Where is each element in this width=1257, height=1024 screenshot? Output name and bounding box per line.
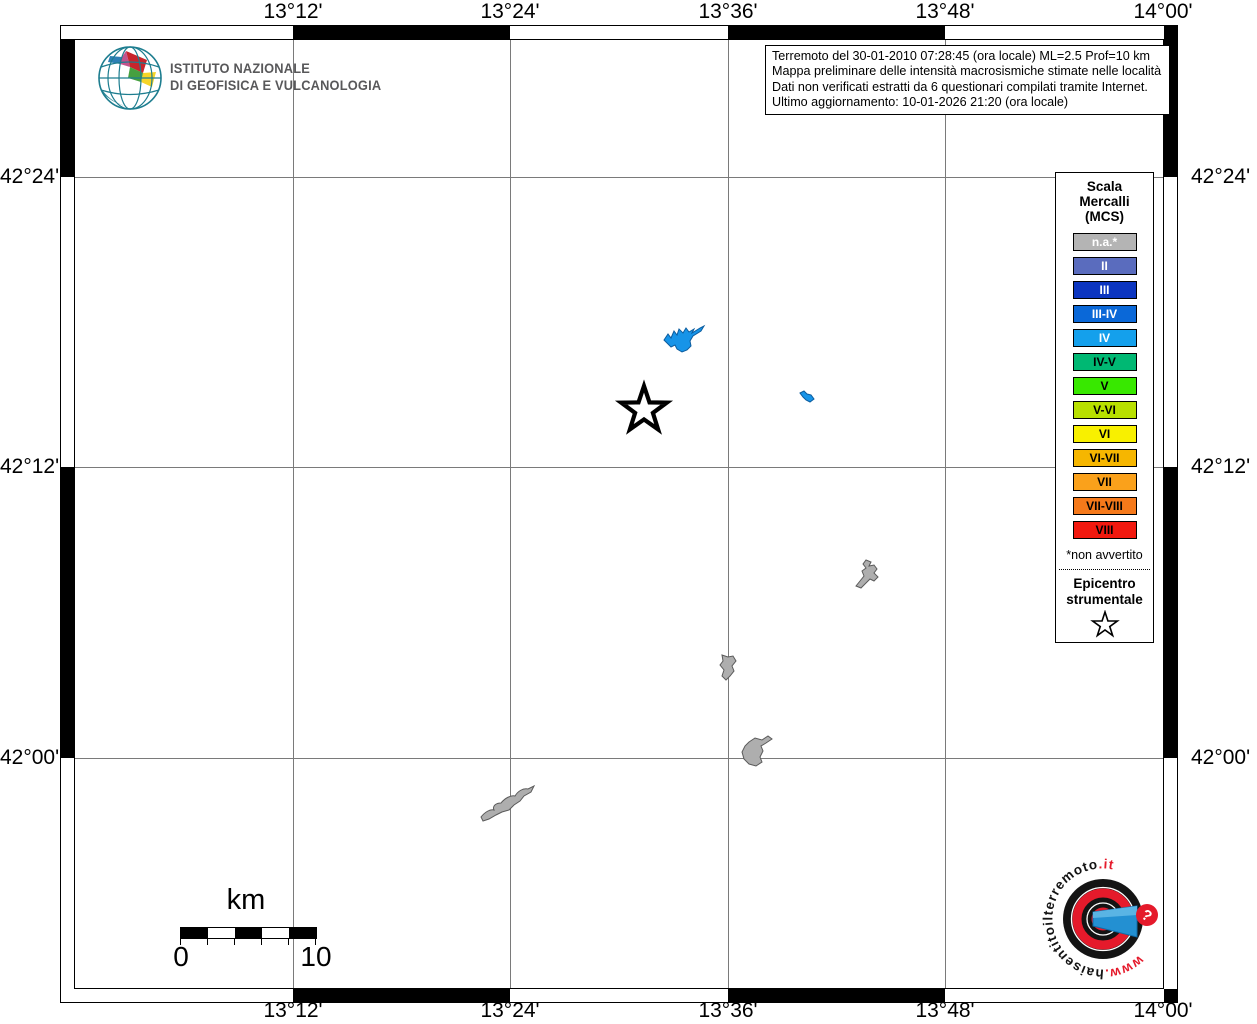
lat-label-left: 42°12' (0, 455, 60, 478)
scalebar-min-label: 0 (173, 941, 189, 972)
scalebar-tick (207, 938, 208, 945)
frame-segment (728, 989, 945, 1002)
event-info-line: Terremoto del 30-01-2010 07:28:45 (ora l… (772, 49, 1151, 63)
lat-label-right: 42°00' (1191, 746, 1251, 769)
scalebar-tick (180, 938, 181, 945)
logo-megaphone-highlight (1093, 906, 1137, 918)
scalebar-segment (181, 928, 208, 938)
frame-corner (1164, 989, 1177, 1002)
lat-label-left: 42°00' (0, 746, 60, 769)
map-frame-outer (60, 25, 1178, 1003)
legend-epicenter-line: Epicentro (1073, 576, 1136, 591)
scalebar-tick (288, 938, 289, 945)
legend-item-iv-v: IV-V (1072, 353, 1137, 371)
gridline-lat-4200 (75, 758, 1163, 759)
legend-item-na: n.a.* (1072, 233, 1137, 251)
lon-label-top: 13°48' (915, 0, 975, 23)
lon-label-top: 13°12' (263, 0, 323, 23)
frame-segment (1164, 467, 1177, 758)
scalebar-tick (315, 938, 316, 945)
event-info-line: Mappa preliminare delle intensità macros… (772, 64, 1162, 79)
lat-label-right: 42°24' (1191, 165, 1251, 188)
legend-item-ii: II (1072, 257, 1137, 275)
legend-item-iii-iv: III-IV (1072, 305, 1137, 323)
lon-label-bottom: 14°00' (1133, 999, 1193, 1022)
legend-title-line: (MCS) (1085, 209, 1124, 224)
legend-item-v: V (1072, 377, 1137, 395)
logo-question-badge (1136, 904, 1158, 926)
legend-item-iv: IV (1072, 329, 1137, 347)
legend-item-v-vi: V-VI (1072, 401, 1137, 419)
legend-footnote: *non avvertito (1066, 548, 1143, 562)
lon-label-top: 13°24' (480, 0, 540, 23)
legend-epicenter-star-icon (1089, 610, 1120, 638)
lon-label-top: 13°36' (698, 0, 758, 23)
scalebar-segment (235, 928, 262, 938)
event-info-line: Ultimo aggiornamento: 10-01-2026 21:20 (… (772, 94, 1069, 109)
frame-segment (293, 26, 510, 39)
legend-title-line: Mercalli (1079, 194, 1130, 209)
ingv-org-line1: ISTITUTO NAZIONALE (170, 61, 310, 76)
ingv-org-line2: DI GEOFISICA E VULCANOLOGIA (170, 78, 382, 93)
legend-epicenter-label: Epicentro strumentale (1056, 576, 1153, 607)
lon-label-bottom: 13°12' (263, 999, 323, 1022)
lat-label-left: 42°24' (0, 165, 60, 188)
frame-segment (61, 39, 74, 177)
lon-label-bottom: 13°36' (698, 999, 758, 1022)
legend-items: n.a.* II III III-IV IV IV-V V V-VI VI VI… (1056, 233, 1153, 539)
legend-item-vi-vii: VI-VII (1072, 449, 1137, 467)
event-info-line: Dati non verificati estratti da 6 questi… (772, 79, 1148, 94)
scalebar-unit-label: km (226, 884, 266, 916)
scalebar (180, 927, 317, 939)
frame-segment (61, 467, 74, 758)
haisentitoilterremoto-logo: ? www.haisentitoilterremoto.it (1041, 857, 1158, 981)
legend-title-line: Scala (1086, 179, 1123, 194)
scalebar-segment (208, 928, 235, 938)
lat-label-right: 42°12' (1191, 455, 1251, 478)
lon-label-top: 14°00' (1133, 0, 1193, 23)
scalebar-segment (289, 928, 316, 938)
ingv-org-name: ISTITUTO NAZIONALE DI GEOFISICA E VULCAN… (170, 60, 381, 94)
gridline-lat-4224 (75, 177, 1163, 178)
scalebar-segment (262, 928, 289, 938)
gridline-lon-1312 (293, 40, 294, 988)
scalebar-tick (234, 938, 235, 945)
map-frame-inner (74, 39, 1164, 989)
intensity-legend: Scala Mercalli (MCS) n.a.* II III III-IV… (1055, 172, 1154, 643)
legend-item-vii-viii: VII-VIII (1072, 497, 1137, 515)
lon-label-bottom: 13°48' (915, 999, 975, 1022)
logo-text-it: .it (1098, 857, 1115, 873)
frame-segment (293, 989, 510, 1002)
frame-segment (728, 26, 945, 39)
legend-item-iii: III (1072, 281, 1137, 299)
gridline-lon-1348 (945, 40, 946, 988)
gridline-lon-1336 (728, 40, 729, 988)
legend-divider (1059, 569, 1150, 570)
legend-epicenter-line: strumentale (1066, 591, 1143, 607)
ingv-globe-logo (98, 46, 162, 110)
lon-label-bottom: 13°24' (480, 999, 540, 1022)
gridline-lon-1324 (510, 40, 511, 988)
event-info-box: Terremoto del 30-01-2010 07:28:45 (ora l… (765, 45, 1170, 116)
scalebar-max-label: 10 (300, 941, 332, 972)
legend-item-vii: VII (1072, 473, 1137, 491)
gridline-lat-4212 (75, 467, 1163, 468)
legend-item-vi: VI (1072, 425, 1137, 443)
legend-title: Scala Mercalli (MCS) (1056, 179, 1153, 224)
scalebar-tick (261, 938, 262, 945)
legend-item-viii: VIII (1072, 521, 1137, 539)
